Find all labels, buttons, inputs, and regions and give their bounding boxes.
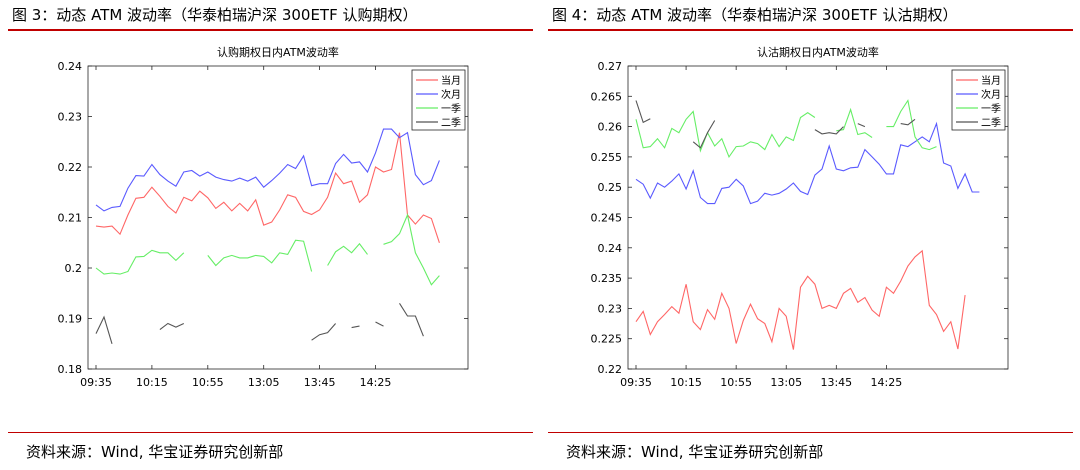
y-tick-label: 0.18	[58, 363, 83, 376]
series-line	[836, 107, 873, 138]
chart-title: 认沽期权日内ATM波动率	[757, 45, 879, 59]
figure-panel-left: 图 3：动态 ATM 波动率（华泰柏瑞沪深 300ETF 认购期权） 认购期权日…	[8, 0, 533, 470]
y-tick-label: 0.245	[591, 212, 623, 225]
series-line	[95, 128, 440, 212]
legend-label: 一季	[441, 103, 461, 115]
title-divider	[548, 29, 1073, 31]
x-tick-label: 14:25	[360, 376, 392, 389]
x-tick-label: 10:55	[720, 376, 752, 389]
source-divider	[8, 432, 533, 433]
series-line	[95, 249, 185, 275]
y-tick-label: 0.25	[598, 181, 623, 194]
x-tick-label: 13:45	[820, 376, 852, 389]
y-tick-label: 0.26	[598, 121, 623, 134]
x-tick-label: 10:15	[136, 376, 168, 389]
y-tick-label: 0.235	[591, 272, 623, 285]
series-line	[635, 100, 651, 124]
plot-area	[627, 65, 1009, 370]
series-line	[383, 213, 440, 286]
y-tick-label: 0.225	[591, 333, 623, 346]
chart-title: 认购期权日内ATM波动率	[217, 45, 339, 59]
series-line	[857, 123, 866, 128]
x-tick-label: 10:55	[192, 376, 224, 389]
series-line	[886, 99, 937, 151]
series-4	[95, 303, 424, 344]
legend-label: 当月	[441, 74, 461, 87]
y-tick-label: 0.19	[58, 313, 83, 326]
legend-label: 次月	[981, 88, 1001, 101]
series-line	[635, 249, 966, 350]
y-tick-label: 0.22	[58, 161, 83, 174]
series-1	[635, 249, 966, 350]
title-divider	[8, 29, 533, 31]
figure-title: 图 3：动态 ATM 波动率（华泰柏瑞沪深 300ETF 认购期权）	[12, 6, 418, 24]
y-tick-label: 0.23	[58, 111, 83, 124]
plot-area	[87, 65, 469, 370]
legend-label: 当月	[981, 74, 1001, 87]
series-2	[95, 128, 440, 212]
series-3	[635, 99, 937, 159]
series-1	[95, 132, 440, 243]
y-tick-label: 0.27	[598, 60, 623, 73]
series-line	[327, 242, 368, 266]
x-tick-label: 13:05	[770, 376, 802, 389]
x-tick-label: 14:25	[871, 376, 903, 389]
series-line	[635, 110, 816, 159]
series-line	[635, 121, 980, 205]
series-3	[95, 213, 440, 286]
y-tick-label: 0.22	[598, 363, 623, 376]
series-line	[95, 315, 113, 344]
x-tick-label: 10:15	[670, 376, 702, 389]
x-tick-label: 09:35	[80, 376, 112, 389]
legend-label: 一季	[981, 103, 1001, 115]
put-atm-volatility-chart: 认沽期权日内ATM波动率 0.27 0.265 0.26 0.255 0.25 0.245 0…	[591, 45, 1009, 389]
source-note: 资料来源：Wind, 华宝证券研究创新部	[566, 443, 824, 461]
series-4	[635, 100, 916, 149]
figure-panel-right: 图 4：动态 ATM 波动率（华泰柏瑞沪深 300ETF 认沽期权） 认沽期权日…	[548, 0, 1073, 470]
series-line	[207, 239, 313, 272]
y-tick-label: 0.21	[58, 212, 83, 225]
series-line	[692, 120, 716, 149]
call-atm-volatility-chart: 认购期权日内ATM波动率 0.24 0.23 0.22 0.21 0.2 0.19 0.180…	[58, 45, 469, 389]
legend-label: 次月	[441, 88, 461, 101]
source-note: 资料来源：Wind, 华宝证券研究创新部	[26, 443, 284, 461]
y-tick-label: 0.24	[598, 242, 623, 255]
y-tick-label: 0.23	[598, 302, 623, 315]
legend-label: 二季	[441, 117, 461, 129]
x-tick-label: 09:35	[620, 376, 652, 389]
series-line	[95, 132, 440, 243]
series-line	[814, 126, 844, 135]
series-line	[351, 325, 360, 329]
y-tick-label: 0.255	[591, 151, 623, 164]
figure-title: 图 4：动态 ATM 波动率（华泰柏瑞沪深 300ETF 认沽期权）	[552, 6, 958, 24]
source-divider	[548, 432, 1073, 433]
series-line	[375, 321, 384, 327]
y-tick-label: 0.2	[65, 262, 83, 275]
y-tick-label: 0.24	[58, 60, 83, 73]
series-line	[311, 323, 337, 341]
series-line	[900, 118, 916, 126]
y-tick-label: 0.265	[591, 90, 623, 103]
series-line	[159, 322, 185, 331]
x-tick-label: 13:05	[248, 376, 280, 389]
series-line	[399, 303, 424, 337]
legend-label: 二季	[981, 117, 1001, 129]
x-tick-label: 13:45	[304, 376, 336, 389]
series-2	[635, 121, 980, 205]
